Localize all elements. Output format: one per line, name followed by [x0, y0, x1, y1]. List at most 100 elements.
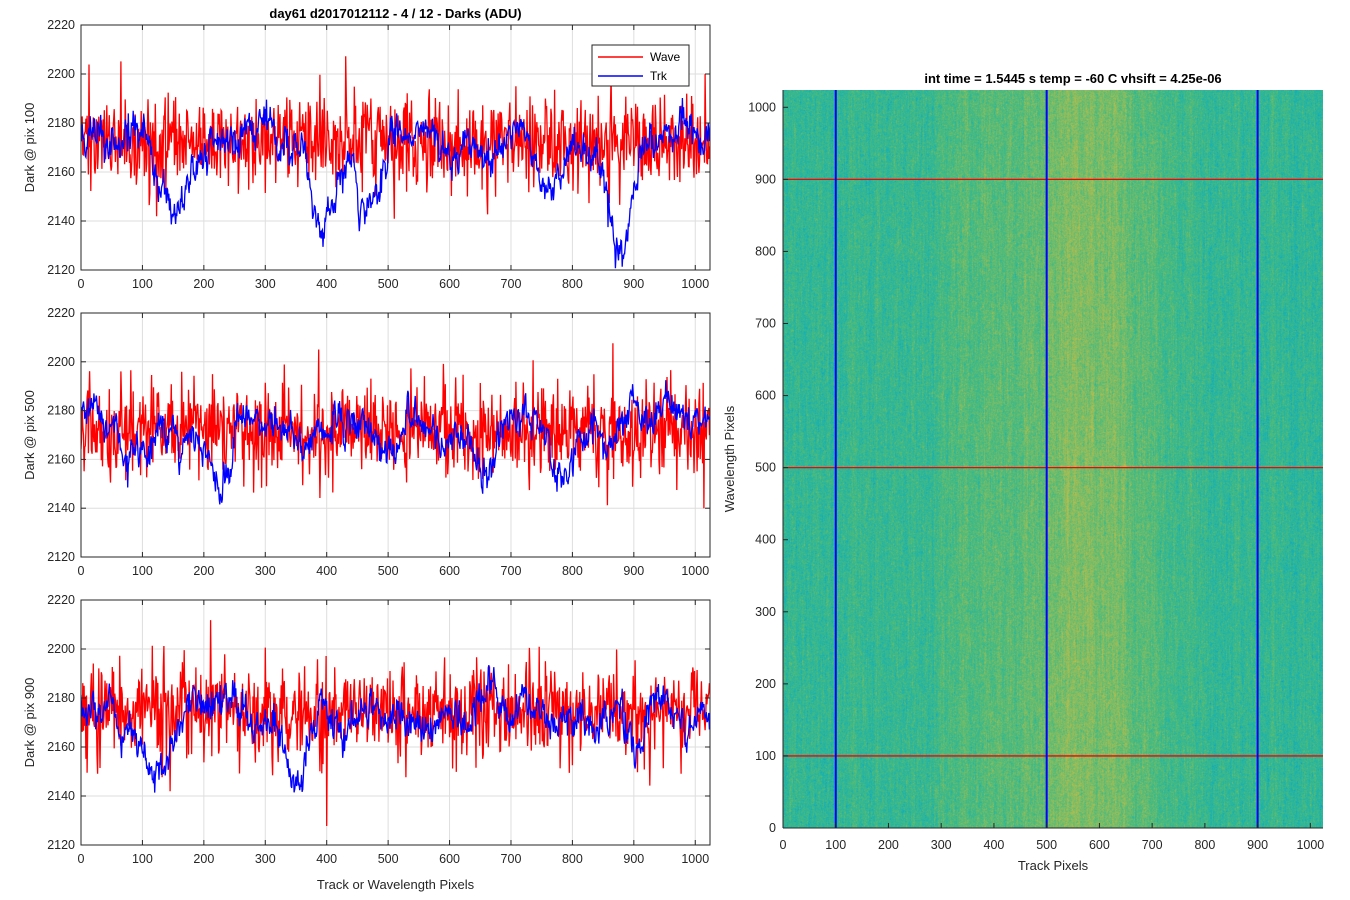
line-plot-pix-100: 0 100 200 300 400 500 600 700 800 900 1000 2120 2140… — [22, 6, 711, 291]
legend-label-wave: Wave — [650, 50, 681, 64]
line-plot-pix-500: 0 100 200 300 400 500 600 700 800 900 1000 2120 2140… — [22, 306, 711, 578]
x-tick-label: 200 — [193, 277, 214, 291]
heatmap-plot: 0 100 200 300 400 500 600 700 800 900 1000 0 100 200 3… — [722, 71, 1324, 873]
series-line-wave — [81, 343, 710, 509]
y-tick-label: 0 — [769, 821, 776, 835]
y-axis-label: Dark @ pix 500 — [22, 390, 37, 480]
legend-label-trk: Trk — [650, 69, 668, 83]
x-tick-label: 500 — [378, 852, 399, 866]
y-tick-label: 2200 — [47, 67, 75, 81]
x-tick-label: 200 — [193, 852, 214, 866]
legend-box — [591, 44, 690, 87]
y-tick-label: 2160 — [47, 740, 75, 754]
series-line-wave — [81, 620, 710, 827]
x-tick-label: 800 — [562, 852, 583, 866]
y-tick-label: 2220 — [47, 306, 75, 320]
x-tick-label: 500 — [378, 277, 399, 291]
legend: Wave Trk — [591, 44, 690, 87]
heatmap-image — [783, 90, 1323, 828]
x-tick-label: 600 — [439, 564, 460, 578]
x-tick-label: 400 — [984, 838, 1005, 852]
x-tick-label: 300 — [255, 564, 276, 578]
x-tick-label: 100 — [132, 564, 153, 578]
x-axis-label: Track or Wavelength Pixels — [317, 877, 475, 892]
x-tick-label: 1000 — [681, 564, 709, 578]
x-tick-label: 500 — [1036, 838, 1057, 852]
y-tick-label: 900 — [755, 172, 776, 186]
x-tick-label: 700 — [501, 564, 522, 578]
heatmap-image-holder — [783, 90, 1323, 828]
x-tick-label: 800 — [1194, 838, 1215, 852]
x-tick-label: 800 — [562, 277, 583, 291]
series-line-trk — [81, 380, 710, 505]
x-tick-label: 300 — [255, 277, 276, 291]
x-tick-label: 900 — [623, 852, 644, 866]
y-axis-label: Dark @ pix 900 — [22, 678, 37, 768]
x-tick-label: 900 — [1247, 838, 1268, 852]
series-line-trk — [81, 97, 710, 269]
y-tick-label: 2140 — [47, 789, 75, 803]
axes-box — [80, 312, 711, 558]
x-tick-label: 400 — [316, 564, 337, 578]
y-tick-label: 500 — [755, 461, 776, 475]
x-tick-label: 100 — [132, 852, 153, 866]
y-axis-label: Wavelength Pixels — [722, 405, 737, 512]
x-tick-label: 100 — [132, 277, 153, 291]
y-tick-label: 800 — [755, 244, 776, 258]
x-tick-label: 0 — [78, 277, 85, 291]
x-tick-label: 600 — [439, 277, 460, 291]
series-line-trk — [81, 665, 710, 793]
x-tick-label: 900 — [623, 277, 644, 291]
y-tick-label: 2160 — [47, 452, 75, 466]
x-tick-label: 500 — [378, 564, 399, 578]
x-tick-label: 600 — [1089, 838, 1110, 852]
chart-title: int time = 1.5445 s temp = -60 C vhsift … — [924, 71, 1221, 86]
y-tick-label: 700 — [755, 317, 776, 331]
x-tick-label: 800 — [562, 564, 583, 578]
y-tick-label: 100 — [755, 749, 776, 763]
chart-title: day61 d2017012112 - 4 / 12 - Darks (ADU) — [269, 6, 521, 21]
y-tick-label: 2200 — [47, 642, 75, 656]
y-tick-label: 2180 — [47, 116, 75, 130]
line-plot-pix-900: 0 100 200 300 400 500 600 700 800 900 1000 2120 2140… — [22, 593, 711, 892]
y-tick-label: 2120 — [47, 838, 75, 852]
axes-box — [80, 599, 711, 846]
x-tick-label: 0 — [78, 564, 85, 578]
y-tick-label: 2140 — [47, 501, 75, 515]
x-tick-label: 700 — [501, 852, 522, 866]
x-axis-label: Track Pixels — [1018, 858, 1089, 873]
y-tick-label: 300 — [755, 605, 776, 619]
y-tick-label: 2180 — [47, 404, 75, 418]
y-tick-label: 2120 — [47, 550, 75, 564]
x-tick-label: 100 — [825, 838, 846, 852]
x-tick-label: 200 — [878, 838, 899, 852]
x-tick-label: 0 — [78, 852, 85, 866]
x-tick-label: 1000 — [681, 277, 709, 291]
axes-box — [80, 24, 711, 271]
x-tick-label: 600 — [439, 852, 460, 866]
y-tick-label: 2200 — [47, 355, 75, 369]
y-tick-label: 2160 — [47, 165, 75, 179]
x-tick-label: 200 — [193, 564, 214, 578]
y-tick-label: 2220 — [47, 18, 75, 32]
x-tick-label: 400 — [316, 277, 337, 291]
y-tick-label: 600 — [755, 389, 776, 403]
x-tick-label: 1000 — [681, 852, 709, 866]
x-tick-label: 0 — [780, 838, 787, 852]
y-tick-label: 2220 — [47, 593, 75, 607]
x-tick-label: 700 — [1142, 838, 1163, 852]
x-tick-label: 400 — [316, 852, 337, 866]
y-tick-label: 2140 — [47, 214, 75, 228]
y-tick-label: 400 — [755, 533, 776, 547]
x-tick-label: 300 — [931, 838, 952, 852]
y-axis-label: Dark @ pix 100 — [22, 103, 37, 193]
y-tick-label: 1000 — [748, 100, 776, 114]
x-tick-label: 900 — [623, 564, 644, 578]
y-tick-label: 2180 — [47, 691, 75, 705]
x-tick-label: 300 — [255, 852, 276, 866]
y-tick-label: 200 — [755, 677, 776, 691]
x-tick-label: 1000 — [1296, 838, 1324, 852]
x-tick-label: 700 — [501, 277, 522, 291]
y-tick-label: 2120 — [47, 263, 75, 277]
